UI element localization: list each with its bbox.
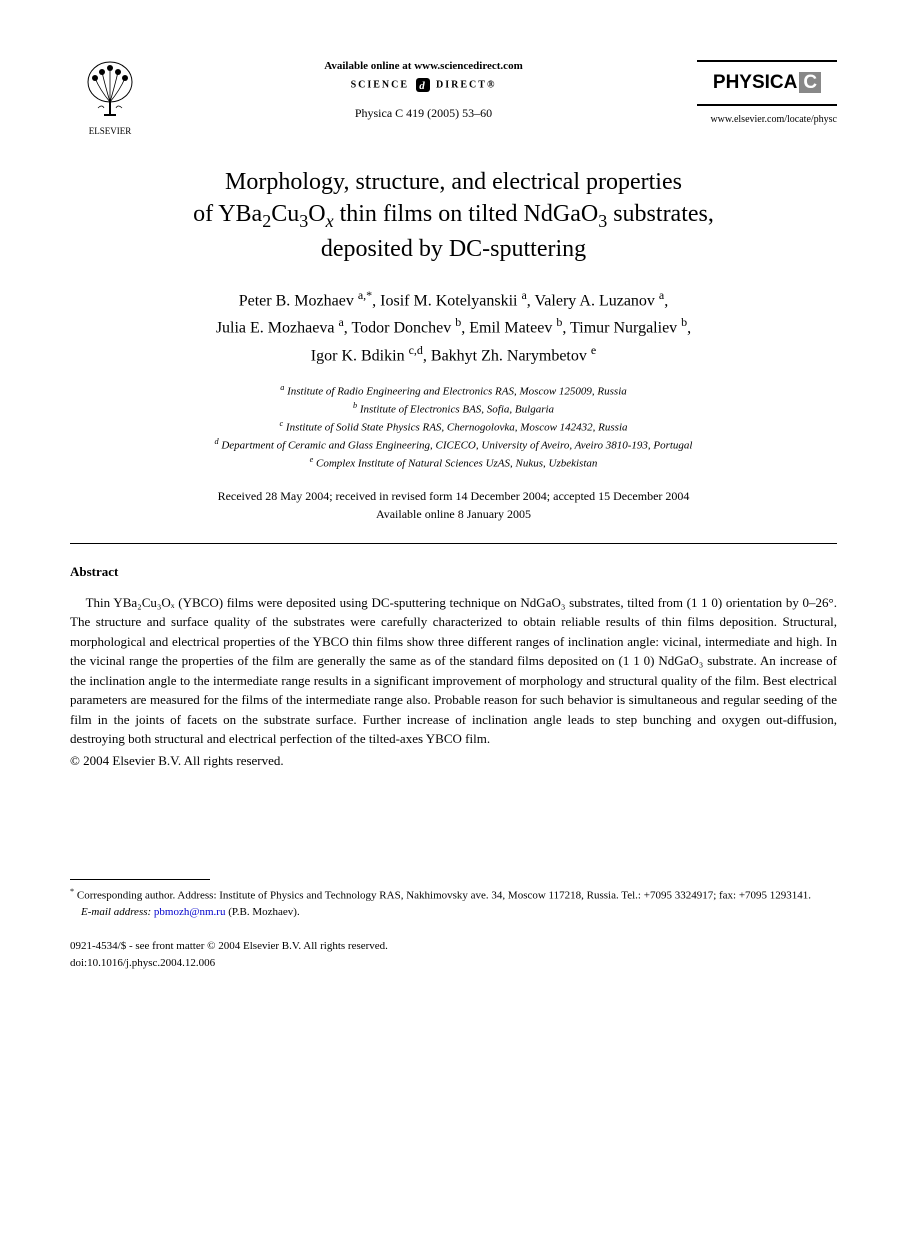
elsevier-tree-icon: [80, 60, 140, 120]
affiliation: Institute of Electronics BAS, Sofia, Bul…: [360, 404, 554, 416]
affiliation: Department of Ceramic and Glass Engineer…: [221, 440, 692, 452]
journal-url: www.elsevier.com/locate/physc: [697, 114, 837, 125]
author-aff: a,*: [358, 288, 372, 302]
svg-text:d: d: [419, 80, 427, 92]
author: Peter B. Mozhaev: [239, 292, 354, 309]
footer-doi: doi:10.1016/j.physc.2004.12.006: [70, 957, 215, 969]
title-sub: 2: [262, 211, 271, 231]
title-seg: thin films on tilted NdGaO: [334, 201, 599, 227]
author-aff: b: [455, 315, 461, 329]
author: Emil Mateev: [469, 320, 552, 337]
citation-text: Physica C 419 (2005) 53–60: [170, 106, 677, 121]
journal-name: PHYSICA: [713, 72, 797, 93]
paper-page: ELSEVIER Available online at www.science…: [0, 0, 907, 1011]
sd-word2: DIRECT®: [436, 79, 496, 90]
author: Valery A. Luzanov: [535, 292, 655, 309]
author-aff: a: [659, 288, 664, 302]
journal-letter: C: [799, 72, 821, 93]
publisher-name: ELSEVIER: [70, 126, 150, 136]
abstract-body: Thin YBa₂Cu₃Oₓ (YBCO) films were deposit…: [70, 593, 837, 749]
sd-at-icon: d: [416, 78, 430, 92]
title-line2-pre: of YBa: [193, 201, 262, 227]
title-line1: Morphology, structure, and electrical pr…: [225, 169, 682, 195]
author: Timur Nurgaliev: [570, 320, 677, 337]
email-link[interactable]: pbmozh@nm.ru: [154, 906, 226, 918]
divider: [70, 543, 837, 544]
author: Todor Donchev: [351, 320, 451, 337]
abstract-copyright: © 2004 Elsevier B.V. All rights reserved…: [70, 753, 837, 769]
author-aff: e: [591, 343, 596, 357]
footer-block: 0921-4534/$ - see front matter © 2004 El…: [70, 938, 837, 971]
affiliation: Institute of Radio Engineering and Elect…: [287, 386, 627, 398]
journal-box: PHYSICAC www.elsevier.com/locate/physc: [697, 60, 837, 125]
dates-received: Received 28 May 2004; received in revise…: [218, 489, 690, 503]
publisher-logo: ELSEVIER: [70, 60, 150, 136]
footer-front-matter: 0921-4534/$ - see front matter © 2004 El…: [70, 940, 388, 952]
paper-title: Morphology, structure, and electrical pr…: [70, 166, 837, 266]
author: Julia E. Mozhaeva: [216, 320, 335, 337]
footnote-divider: [70, 879, 210, 880]
affiliation: Complex Institute of Natural Sciences Uz…: [316, 458, 597, 470]
center-header: Available online at www.sciencedirect.co…: [150, 60, 697, 121]
title-seg: Cu: [271, 201, 299, 227]
dates-block: Received 28 May 2004; received in revise…: [70, 487, 837, 523]
author-aff: c,d: [409, 343, 423, 357]
affiliation: Institute of Solid State Physics RAS, Ch…: [286, 422, 628, 434]
title-sub: 3: [299, 211, 308, 231]
author: Iosif M. Kotelyanskii: [380, 292, 517, 309]
science-direct-logo: SCIENCE d DIRECT®: [170, 78, 677, 92]
available-online-text: Available online at www.sciencedirect.co…: [170, 60, 677, 72]
sd-word1: SCIENCE: [351, 79, 409, 90]
authors-block: Peter B. Mozhaev a,*, Iosif M. Kotelyans…: [70, 286, 837, 368]
email-person: (P.B. Mozhaev).: [228, 906, 300, 918]
author-aff: b: [556, 315, 562, 329]
journal-title: PHYSICAC: [697, 60, 837, 106]
affiliations-block: a Institute of Radio Engineering and Ele…: [70, 382, 837, 473]
footnote-block: * Corresponding author. Address: Institu…: [70, 886, 837, 921]
author-aff: b: [681, 315, 687, 329]
title-seg: substrates,: [607, 201, 714, 227]
title-sub: 3: [598, 211, 607, 231]
title-sub-italic: x: [326, 211, 334, 231]
email-label: E-mail address:: [81, 906, 151, 918]
abstract-heading: Abstract: [70, 564, 837, 580]
title-line3: deposited by DC-sputtering: [321, 236, 586, 262]
dates-online: Available online 8 January 2005: [376, 507, 531, 521]
header-row: ELSEVIER Available online at www.science…: [70, 60, 837, 136]
author: Igor K. Bdikin: [311, 347, 405, 364]
author-aff: a: [521, 288, 526, 302]
author-aff: a: [338, 315, 343, 329]
author: Bakhyt Zh. Narymbetov: [431, 347, 587, 364]
title-seg: O: [308, 201, 325, 227]
corresponding-author: Corresponding author. Address: Institute…: [77, 889, 811, 901]
